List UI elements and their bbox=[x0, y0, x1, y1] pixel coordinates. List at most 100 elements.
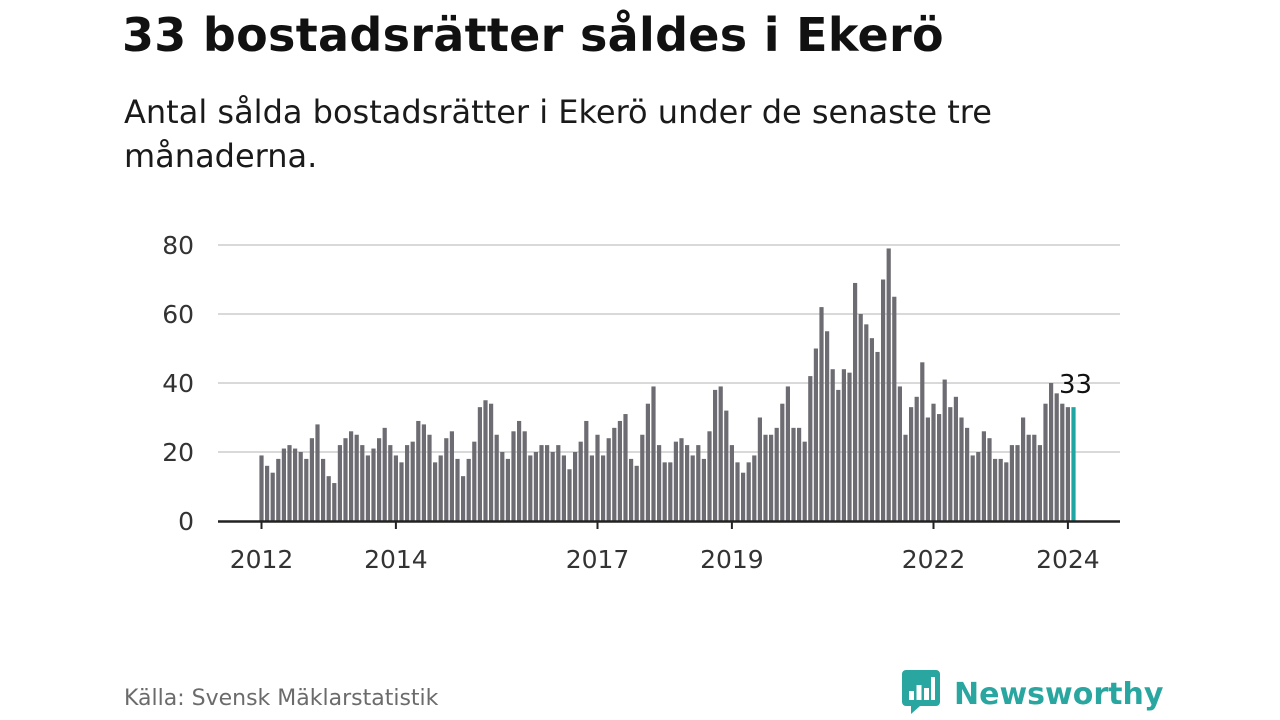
bar bbox=[892, 296, 897, 521]
bar bbox=[729, 445, 734, 521]
y-tick-label: 0 bbox=[178, 507, 194, 536]
bar bbox=[909, 407, 914, 521]
source-note: Källa: Svensk Mäklarstatistik bbox=[124, 686, 439, 711]
y-tick-label: 60 bbox=[162, 300, 194, 329]
bar bbox=[293, 448, 298, 521]
bar bbox=[360, 445, 365, 521]
x-tick-label: 2024 bbox=[1036, 545, 1100, 574]
bar bbox=[976, 452, 981, 521]
bar bbox=[472, 441, 477, 521]
bar bbox=[937, 414, 942, 521]
bar bbox=[550, 452, 555, 521]
bar-chart: 0 20 40 60 80 2012 2014 2017 2019 2022 2024 33 bbox=[162, 231, 1120, 574]
bar bbox=[993, 458, 998, 521]
bar bbox=[886, 248, 891, 521]
page-title: 33 bostadsrätter såldes i Ekerö bbox=[122, 8, 944, 62]
bar-latest bbox=[1071, 407, 1076, 521]
bar bbox=[405, 445, 410, 521]
bar bbox=[836, 389, 841, 521]
bar bbox=[489, 403, 494, 521]
bar bbox=[270, 472, 275, 521]
bar bbox=[1049, 383, 1054, 521]
bar bbox=[746, 462, 751, 521]
y-tick-label: 40 bbox=[162, 369, 194, 398]
bar bbox=[741, 472, 746, 521]
y-tick-label: 80 bbox=[162, 231, 194, 260]
bar bbox=[1065, 407, 1070, 521]
bar bbox=[914, 396, 919, 521]
x-tick-label: 2012 bbox=[230, 545, 294, 574]
bar bbox=[757, 417, 762, 521]
bar bbox=[965, 427, 970, 521]
bar bbox=[455, 458, 460, 521]
bar bbox=[399, 462, 404, 521]
bar bbox=[433, 462, 438, 521]
bar bbox=[371, 448, 376, 521]
bar bbox=[287, 445, 292, 521]
bar bbox=[1054, 393, 1059, 521]
bar bbox=[791, 427, 796, 521]
bar bbox=[875, 351, 880, 521]
bar bbox=[953, 396, 958, 521]
bar bbox=[505, 458, 510, 521]
bar bbox=[556, 445, 561, 521]
bar bbox=[281, 448, 286, 521]
bar bbox=[802, 441, 807, 521]
bar bbox=[393, 455, 398, 521]
bar bbox=[853, 282, 858, 521]
bar bbox=[410, 441, 415, 521]
bar bbox=[567, 469, 572, 521]
bar bbox=[533, 452, 538, 521]
bar bbox=[970, 455, 975, 521]
bar bbox=[651, 386, 656, 521]
bar bbox=[1043, 403, 1048, 521]
bar bbox=[920, 362, 925, 521]
bar bbox=[813, 348, 818, 521]
bar bbox=[948, 407, 953, 521]
bar bbox=[780, 403, 785, 521]
bar bbox=[315, 424, 320, 521]
bar bbox=[925, 417, 930, 521]
bar bbox=[584, 420, 589, 521]
bar bbox=[377, 438, 382, 521]
bar bbox=[819, 307, 824, 521]
bar bbox=[438, 455, 443, 521]
bar bbox=[578, 441, 583, 521]
bar bbox=[713, 389, 718, 521]
bar bbox=[701, 458, 706, 521]
bar bbox=[724, 410, 729, 521]
bar bbox=[416, 420, 421, 521]
bar bbox=[354, 434, 359, 521]
bar bbox=[785, 386, 790, 521]
bar bbox=[477, 407, 482, 521]
bar bbox=[601, 455, 606, 521]
bar bbox=[987, 438, 992, 521]
bar bbox=[897, 386, 902, 521]
bar bbox=[349, 431, 354, 521]
bar bbox=[444, 438, 449, 521]
bar bbox=[304, 458, 309, 521]
bar bbox=[365, 455, 370, 521]
y-tick-label: 20 bbox=[162, 438, 194, 467]
bar bbox=[321, 458, 326, 521]
bar bbox=[573, 452, 578, 521]
bar bbox=[623, 414, 628, 521]
x-tick-label: 2019 bbox=[700, 545, 764, 574]
bar bbox=[1060, 403, 1065, 521]
bar bbox=[1021, 417, 1026, 521]
bar bbox=[942, 379, 947, 521]
bar bbox=[858, 314, 863, 521]
bar bbox=[825, 331, 830, 521]
bar bbox=[265, 465, 270, 521]
brand[interactable]: Newsworthy bbox=[900, 670, 1163, 718]
bar bbox=[735, 462, 740, 521]
bar bbox=[494, 434, 499, 521]
bar bbox=[869, 338, 874, 521]
bar bbox=[864, 324, 869, 521]
latest-value-label: 33 bbox=[1059, 370, 1092, 400]
bar bbox=[657, 445, 662, 521]
bar bbox=[959, 417, 964, 521]
bar bbox=[1032, 434, 1037, 521]
bar bbox=[500, 452, 505, 521]
bar bbox=[752, 455, 757, 521]
